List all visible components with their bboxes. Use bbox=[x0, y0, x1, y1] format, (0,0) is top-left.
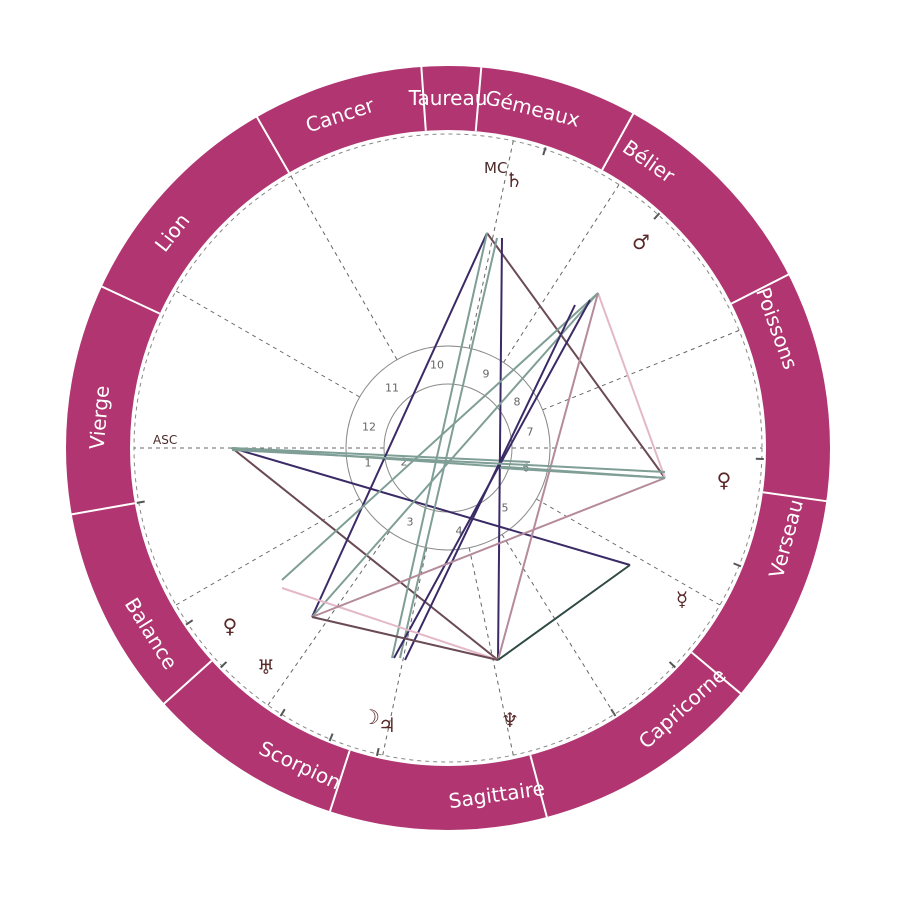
saturn-glyph-icon: ♄ bbox=[505, 168, 523, 192]
aspect-line bbox=[311, 232, 488, 618]
house-cusp-line bbox=[267, 531, 390, 706]
aspect-line bbox=[231, 447, 531, 463]
moon-glyph-icon: ☽ bbox=[362, 705, 380, 729]
aspect-line bbox=[231, 447, 499, 661]
house-cusp-line bbox=[468, 547, 514, 756]
house-cusp-line bbox=[501, 534, 615, 715]
aspect-line bbox=[391, 232, 488, 659]
aspect-line bbox=[281, 292, 599, 581]
house-number-3: 3 bbox=[407, 516, 414, 529]
mars-glyph-icon: ♂ bbox=[632, 230, 650, 254]
house-number-7: 7 bbox=[527, 426, 534, 439]
mc-label: MC bbox=[484, 159, 507, 177]
degree-tick bbox=[733, 562, 742, 568]
aspect-line bbox=[497, 564, 631, 661]
sign-divider bbox=[255, 115, 290, 174]
house-number-9: 9 bbox=[483, 368, 490, 381]
uranus-glyph-icon: ♅ bbox=[257, 655, 275, 679]
sign-divider bbox=[529, 754, 549, 819]
house-number-8: 8 bbox=[514, 396, 521, 409]
sign-divider bbox=[70, 502, 136, 516]
house-cusp-line bbox=[503, 184, 620, 363]
degree-ticks bbox=[136, 147, 764, 757]
degree-tick bbox=[136, 500, 145, 504]
zodiac-ring bbox=[66, 65, 830, 830]
degree-tick bbox=[279, 708, 286, 717]
aspect-line bbox=[311, 477, 666, 618]
sign-label-1: Taureau bbox=[408, 86, 488, 110]
aspect-line bbox=[499, 467, 666, 479]
degree-tick bbox=[219, 661, 228, 669]
sign-divider bbox=[162, 660, 213, 706]
degree-tick bbox=[542, 147, 547, 156]
sign-divider bbox=[730, 273, 790, 305]
house-cusp-line bbox=[382, 547, 428, 756]
asc-label: ASC bbox=[153, 433, 177, 447]
house-number-2: 2 bbox=[401, 456, 408, 469]
degree-tick bbox=[653, 212, 661, 220]
degree-tick bbox=[375, 747, 380, 757]
aspect-line bbox=[231, 449, 666, 473]
degree-tick bbox=[328, 733, 334, 742]
aspect-line bbox=[597, 292, 666, 479]
aspect-line bbox=[497, 292, 599, 661]
aspect-line bbox=[497, 237, 503, 661]
house-number-12: 12 bbox=[362, 421, 376, 434]
house-lines bbox=[134, 140, 762, 756]
sign-divider bbox=[474, 66, 483, 132]
aspect-line bbox=[231, 447, 631, 566]
house-number-10: 10 bbox=[430, 359, 444, 372]
house-number-4: 4 bbox=[456, 525, 463, 538]
aspect-line bbox=[311, 292, 599, 618]
aspect-line bbox=[281, 587, 499, 661]
planet-glyphs: ♄ ♂ ♀ ☿ ♆ ☽♃ ♅ ♀ bbox=[223, 168, 732, 737]
zodiac-ring-band bbox=[66, 66, 830, 830]
house-number-11: 11 bbox=[385, 382, 399, 395]
house-number-outer-circle bbox=[345, 345, 551, 551]
aspect-line bbox=[486, 232, 666, 479]
pluto-glyph-icon: ♀ bbox=[717, 468, 732, 492]
sign-divider bbox=[601, 112, 635, 171]
house-cusp-line bbox=[175, 290, 360, 398]
house-cusp-line bbox=[290, 175, 398, 360]
sign-divider bbox=[762, 491, 828, 503]
aspect-line bbox=[399, 237, 498, 659]
mercury-glyph-icon: ☿ bbox=[676, 587, 688, 611]
venus-glyph-icon: ♀ bbox=[223, 614, 238, 638]
aspect-line bbox=[404, 304, 576, 661]
house-cusp-line bbox=[468, 140, 514, 349]
sign-divider bbox=[420, 65, 427, 131]
degree-tick bbox=[185, 619, 194, 626]
house-cusp-line bbox=[542, 329, 740, 411]
aspect-line bbox=[311, 616, 499, 661]
sign-label-9: Vierge bbox=[85, 385, 114, 451]
jupiter-glyph-icon: ♃ bbox=[378, 713, 396, 737]
sign-divider bbox=[690, 651, 743, 695]
sign-divider bbox=[100, 285, 161, 315]
aspect-lines bbox=[231, 232, 666, 661]
sign-divider bbox=[328, 750, 351, 813]
degree-tick bbox=[668, 661, 677, 669]
house-cusp-line bbox=[175, 498, 360, 606]
neptune-glyph-icon: ♆ bbox=[501, 708, 519, 732]
house-number-5: 5 bbox=[502, 502, 509, 515]
house-number-1: 1 bbox=[365, 457, 372, 470]
